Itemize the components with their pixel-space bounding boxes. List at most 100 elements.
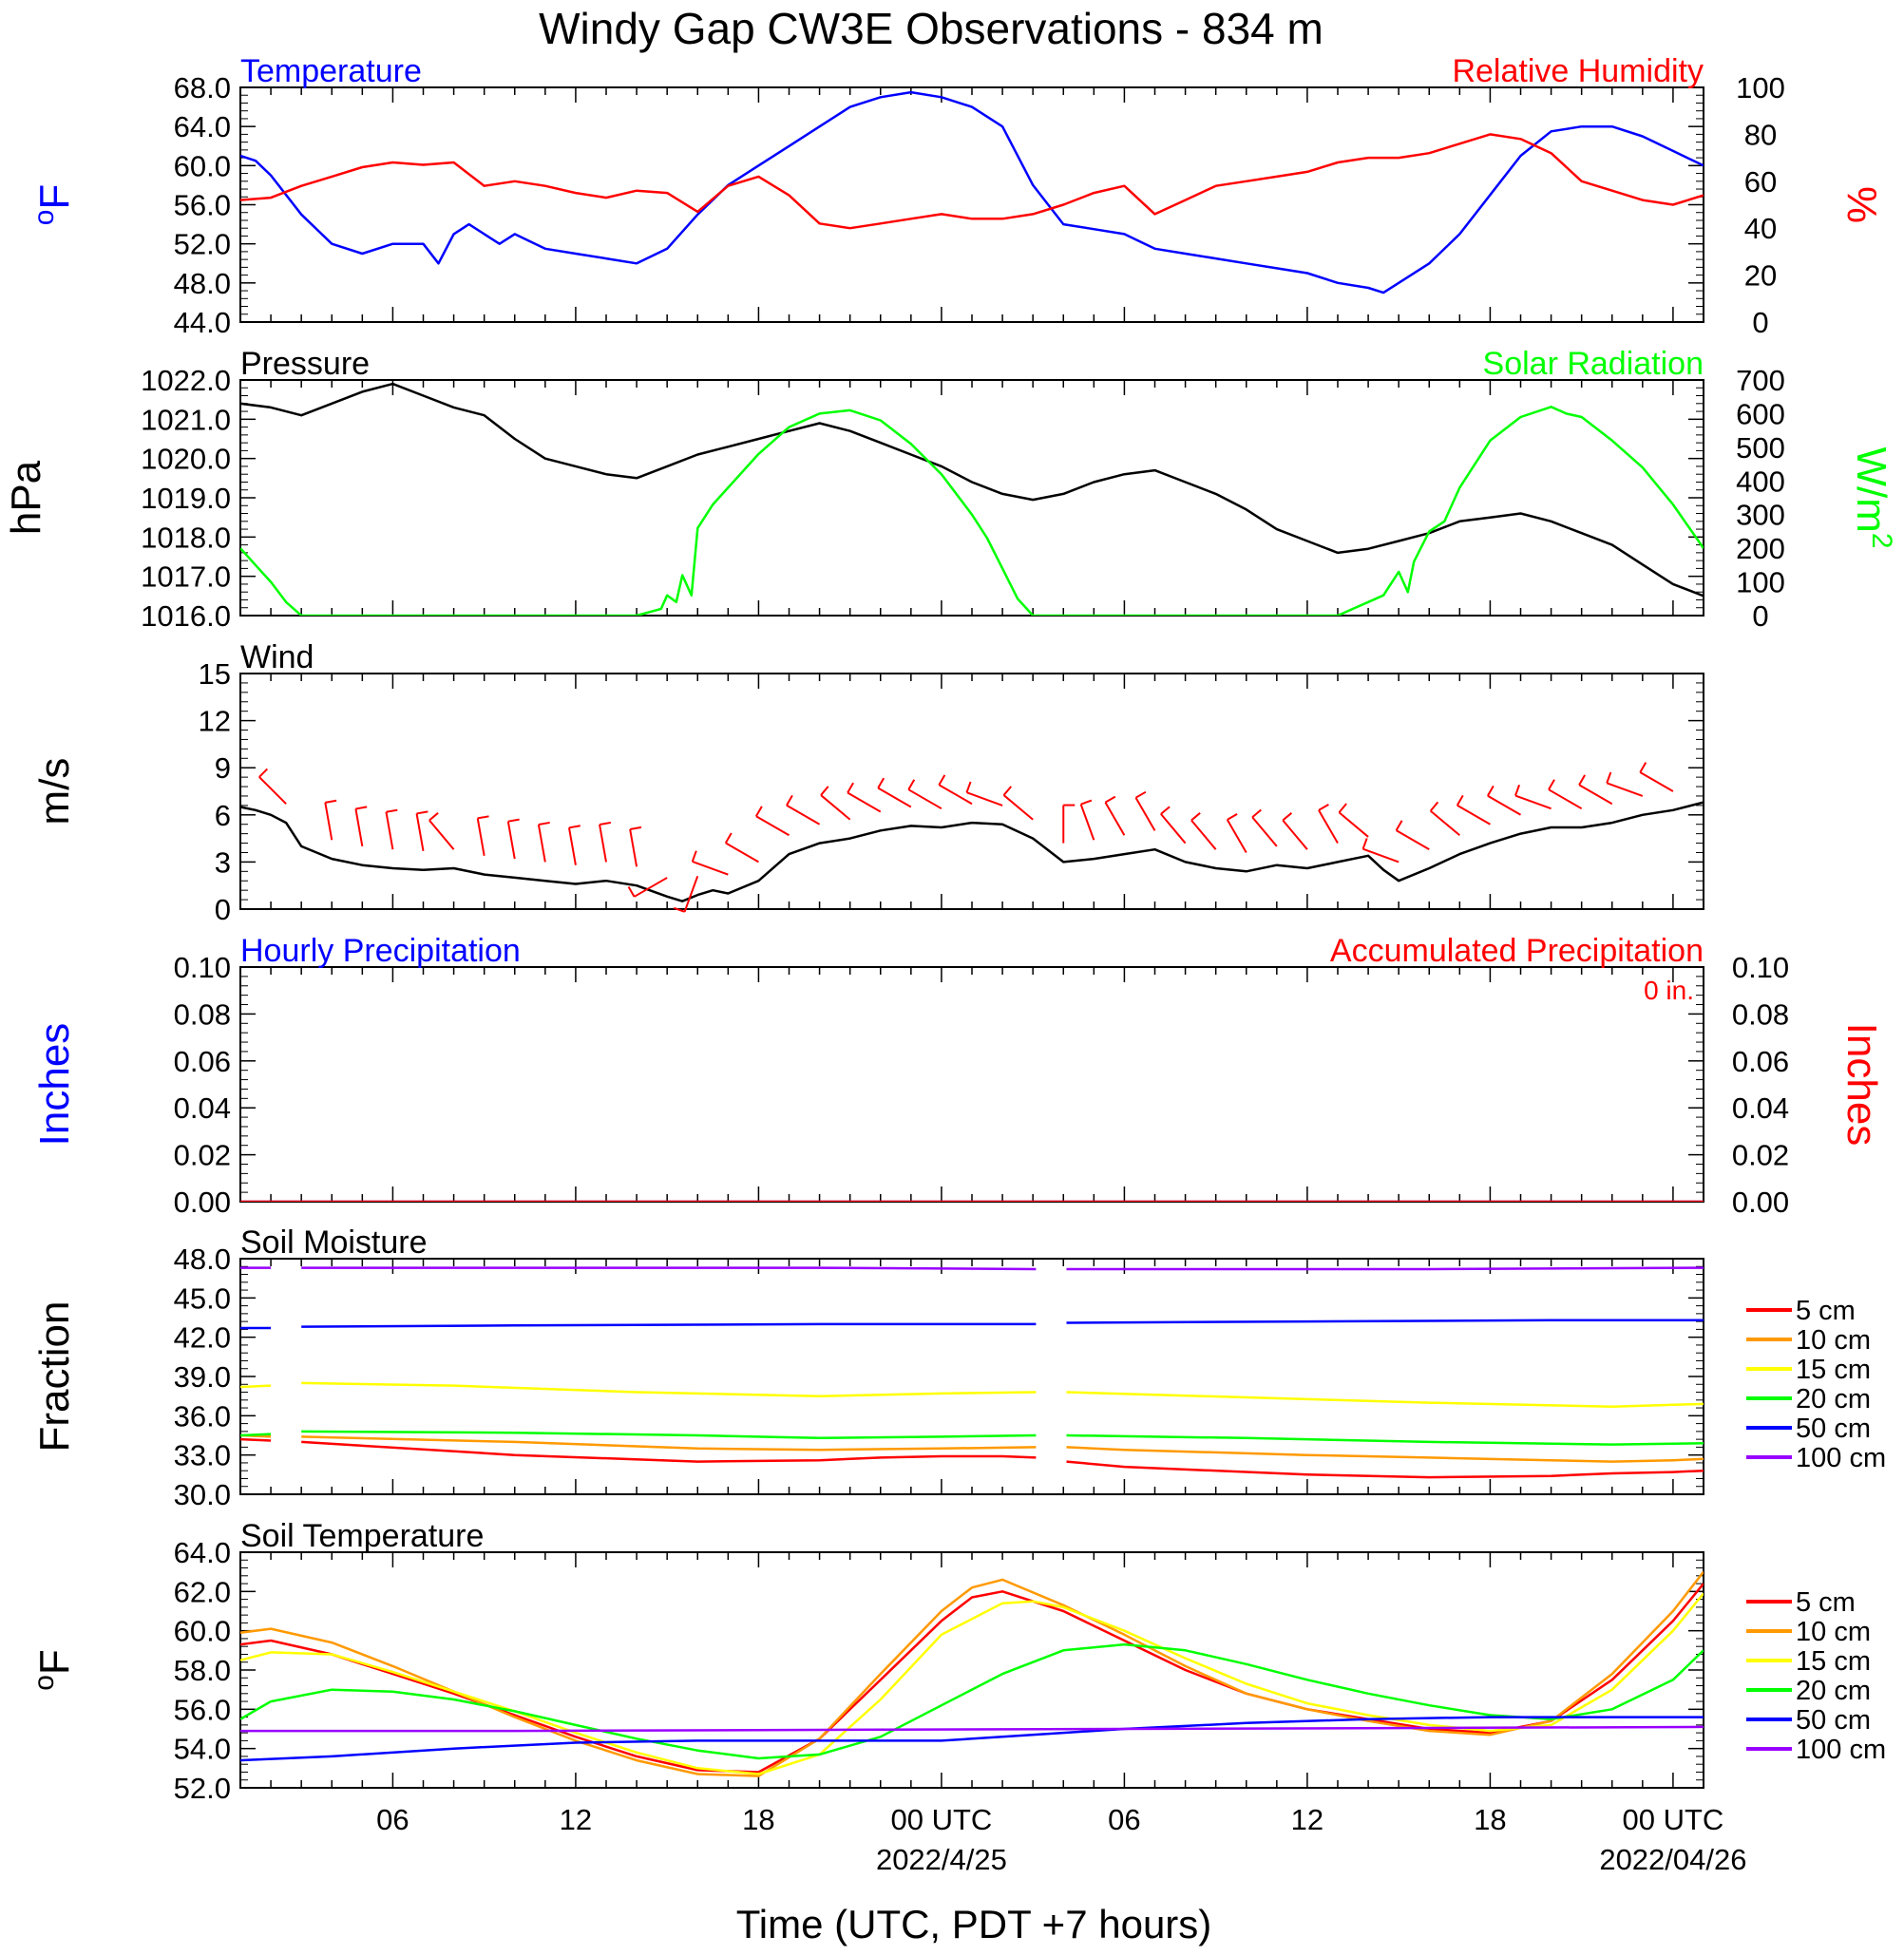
- y-tick-label-left: 68.0: [174, 71, 231, 104]
- wind-barb: [1361, 838, 1399, 864]
- legend-label: 15 cm: [1796, 1646, 1871, 1677]
- series-line-wind: [240, 801, 1704, 902]
- wind-barb-flag: [1639, 762, 1647, 773]
- wind-barb-staff: [938, 784, 973, 806]
- series-group: [240, 1570, 1704, 1777]
- series-line-50-cm: [240, 1319, 1704, 1330]
- wind-barb: [1578, 774, 1613, 806]
- y-tick-label-left: 39.0: [174, 1360, 231, 1394]
- wind-barb: [673, 875, 699, 913]
- wind-barb-flag: [938, 774, 946, 786]
- panels-layer: 68.064.060.056.052.048.044.0100806040200…: [3, 53, 1898, 1876]
- wind-barb-flag: [1080, 799, 1093, 806]
- legend-label: 100 cm: [1796, 1443, 1886, 1473]
- wind-barb: [1338, 803, 1369, 838]
- panel-soil-moisture: 48.0 45.0 42.0 39.0 36.0 33.0 30.0 Soil Moistur…: [31, 1224, 1886, 1511]
- wind-barb-flag: [538, 821, 550, 826]
- series-line-temperature: [240, 90, 1704, 294]
- y-tick-label-left: 6: [215, 799, 231, 832]
- wind-barb: [1606, 771, 1644, 797]
- y-tick-label-right: 500: [1736, 431, 1785, 465]
- series-line-pressure: [240, 382, 1704, 598]
- wind-barb-staff: [1190, 819, 1217, 850]
- wind-barb-flag: [507, 818, 520, 823]
- wind-barb: [1318, 804, 1339, 845]
- wind-barb: [1548, 779, 1583, 810]
- y-tick-label-left: 0.02: [174, 1139, 231, 1172]
- wind-barb-flag: [1578, 774, 1586, 786]
- wind-barb: [1079, 799, 1095, 841]
- wind-barb-staff: [1548, 788, 1583, 810]
- y-tick-label-left: 54.0: [174, 1733, 231, 1766]
- y-tick-label-left: 36.0: [174, 1399, 231, 1433]
- y-tick-label-left: 64.0: [174, 1536, 231, 1569]
- y-tick-label-left: 45.0: [174, 1281, 231, 1315]
- wind-barb-flag: [1429, 801, 1439, 812]
- y-tick-label-left: 0.10: [174, 951, 231, 984]
- wind-barb-flag: [1002, 786, 1013, 796]
- y-tick-label-left: 0.04: [174, 1091, 231, 1125]
- x-tick-label: 06: [376, 1803, 409, 1836]
- legend-label: 5 cm: [1796, 1296, 1856, 1326]
- wind-barb: [1639, 762, 1674, 792]
- wind-barb: [629, 826, 642, 867]
- series-group: [240, 801, 1704, 902]
- wind-barb: [354, 806, 368, 847]
- wind-barb-staff: [324, 802, 333, 841]
- wind-barb-staff: [1606, 782, 1644, 797]
- wind-barb: [965, 781, 1003, 807]
- wind-barb-staff: [1362, 847, 1399, 864]
- wind-barb-staff: [1487, 794, 1522, 816]
- y-tick-label-left: 1022.0: [141, 364, 231, 397]
- y-tick-label-right: 80: [1744, 118, 1777, 151]
- wind-barb-staff: [1160, 813, 1187, 845]
- panel-title-right: Solar Radiation: [1483, 346, 1704, 382]
- wind-barb-staff: [1338, 811, 1369, 838]
- y-tick-label-left: 64.0: [174, 110, 231, 143]
- y-tick-label-left: 1020.0: [141, 443, 231, 476]
- wind-barb: [567, 825, 581, 865]
- wind-barb-flag: [1361, 838, 1368, 850]
- wind-barb-flag: [627, 886, 636, 898]
- wind-barb-staff: [820, 794, 851, 821]
- panel-title-left: Hourly Precipitation: [240, 933, 521, 969]
- y-tick-label-left: 1016.0: [141, 599, 231, 633]
- wind-barb-staff: [428, 819, 455, 850]
- legend-label: 15 cm: [1796, 1355, 1871, 1385]
- series-group: [240, 382, 1704, 616]
- wind-barb-flag: [1514, 784, 1521, 796]
- series-group: [240, 1266, 1704, 1479]
- x-date-label: 2022/4/25: [876, 1843, 1007, 1876]
- wind-barb-flag: [1135, 790, 1147, 799]
- wind-barb: [506, 818, 520, 860]
- wind-barb-flag: [965, 781, 972, 793]
- panel-temp-rh: 68.0 64.0 60.0 56.0 52.0 48.0 44.0 100 80 60 40 20 0…: [29, 53, 1886, 339]
- panel-title-left: Soil Moisture: [240, 1224, 428, 1261]
- legend-label: 50 cm: [1796, 1414, 1871, 1444]
- series-line-20-cm: [240, 1642, 1704, 1760]
- wind-barb-staff: [966, 791, 1003, 807]
- wind-barb-flag: [1104, 795, 1116, 804]
- panel-wind: 15 12 9 6 3 0 Wind m/s: [31, 639, 1704, 926]
- y-tick-label-left: 30.0: [174, 1478, 231, 1511]
- y-tick-label-left: 60.0: [174, 149, 231, 182]
- wind-barb-flag: [1227, 812, 1238, 821]
- y-tick-label-left: 0: [215, 893, 231, 926]
- y-tick-label-right: 200: [1736, 532, 1785, 565]
- wind-barb-staff: [1226, 819, 1247, 853]
- y-tick-label-left: 44.0: [174, 306, 231, 339]
- y-tick-label-left: 12: [199, 705, 231, 738]
- series-line-5-cm: [240, 1583, 1704, 1774]
- wind-barb-flag: [1548, 779, 1555, 790]
- wind-barb: [258, 768, 287, 805]
- y-unit-left: Fraction: [31, 1301, 78, 1452]
- wind-barb: [1134, 790, 1156, 831]
- y-tick-label-left: 48.0: [174, 1243, 231, 1276]
- wind-barb-staff: [1457, 804, 1491, 826]
- y-tick-label-right: 700: [1736, 364, 1785, 397]
- y-tick-label-left: 33.0: [174, 1439, 231, 1472]
- wind-barb-staff: [877, 787, 912, 808]
- wind-barb: [820, 786, 851, 821]
- panel-annotation: 0 in.: [1644, 976, 1694, 1005]
- y-tick-label-left: 42.0: [174, 1321, 231, 1355]
